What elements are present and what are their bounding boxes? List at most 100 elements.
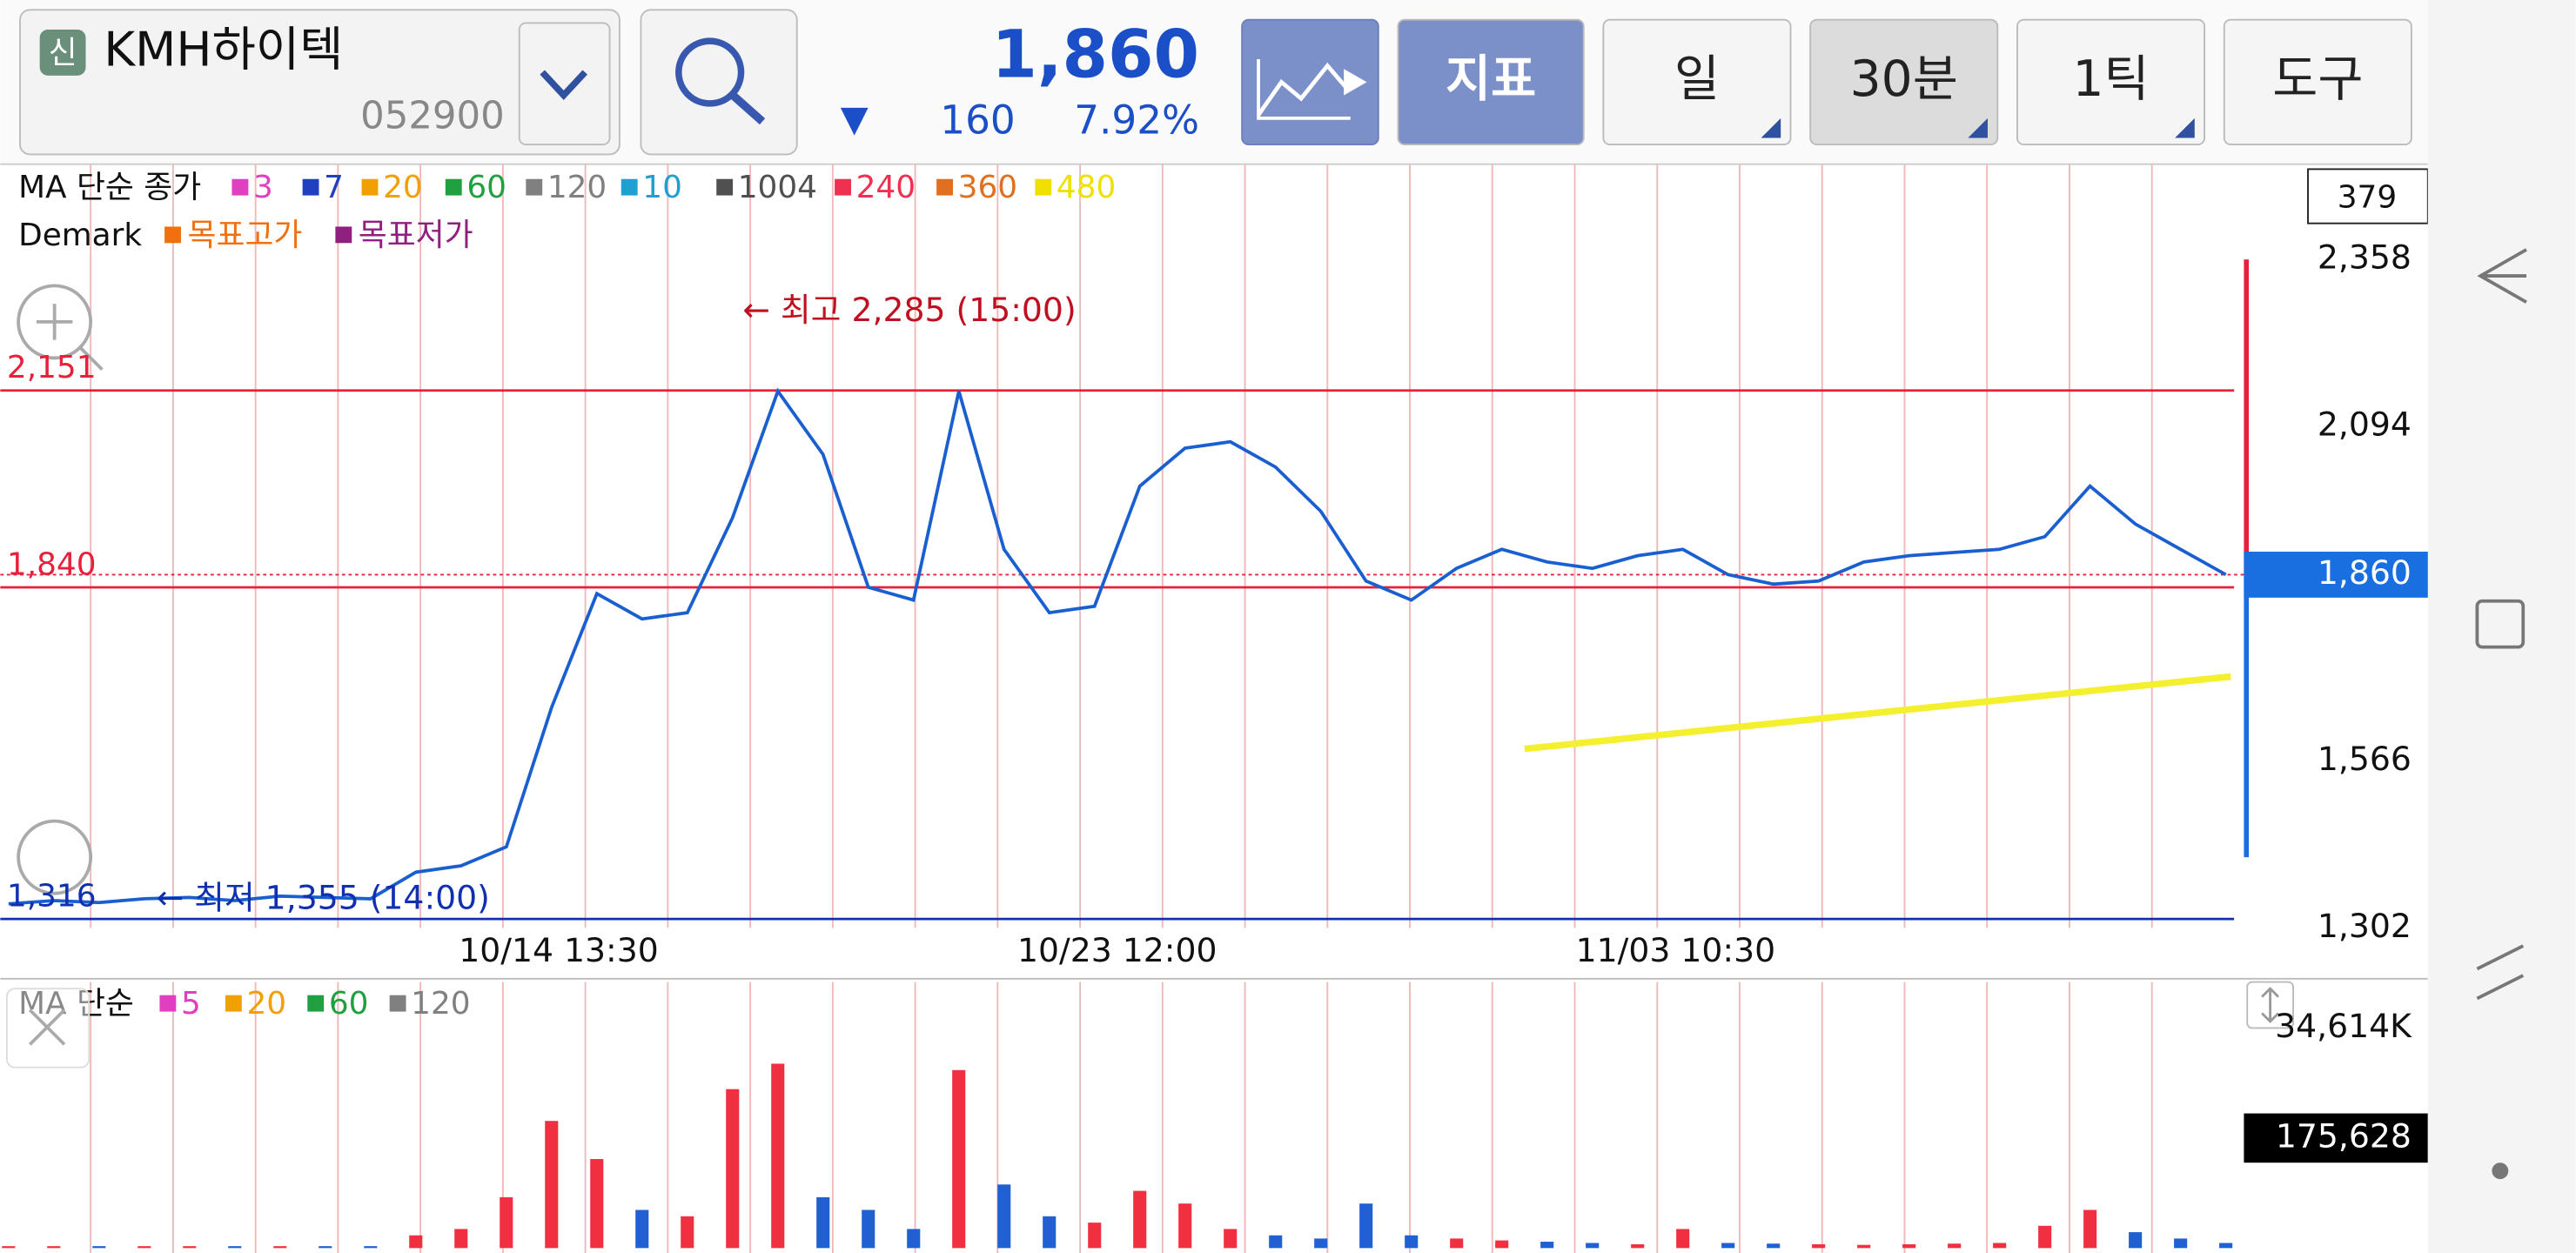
volume-bar [454,1229,468,1249]
plot [0,387,2244,1249]
current-box [2244,552,2428,598]
legend-item: 60 [466,170,506,205]
legend-swatch [621,178,638,196]
volume-bar [1857,1244,1871,1249]
legend-swatch [361,178,379,196]
volume-bar [47,1246,61,1249]
volume-bar [2,1246,16,1249]
badge-bg [39,29,86,76]
resize-icon [2261,987,2280,1023]
legend-swatch [835,178,851,196]
volume-bar [1314,1238,1328,1249]
change-arrow: ▼ [841,97,869,140]
legend-item: 480 [1057,170,1116,205]
volume-bar [2174,1238,2188,1249]
search-icon [729,91,766,125]
button-label: 도구 [2272,50,2363,108]
volume-bar [319,1246,332,1249]
chart-icon [1257,58,1351,120]
legend-swatch [302,178,319,196]
search-icon [675,37,745,107]
volume-bar [1767,1243,1781,1249]
legend-swatch [307,995,325,1012]
volume-bar [590,1159,604,1249]
close-icon [29,1008,66,1046]
legend-swatch [225,995,242,1012]
change-pct: 7.92% [1074,97,1199,144]
level-label: 1,840 [7,546,97,582]
legend-swatch [335,226,352,244]
chart-icon [1344,69,1367,96]
home-dot[interactable] [2492,1163,2509,1180]
change: 160 [940,97,1015,144]
range-bar [2244,574,2250,858]
volume-bar [862,1209,875,1249]
toolbar-button[interactable] [2223,18,2412,146]
dropdown[interactable] [518,22,611,146]
level-label: 1,316 [7,879,97,915]
price-line [8,387,2227,906]
volume-bar [771,1063,785,1249]
volume-bar [1586,1243,1600,1249]
y-tick-label: 2,094 [2318,405,2412,444]
recent-button[interactable] [2475,599,2526,649]
legend-swatch [526,178,543,196]
legend-item: 20 [383,170,423,205]
toolbar-button[interactable] [1809,18,1999,146]
legend-item: 120 [411,986,470,1022]
toolbar-button[interactable] [2016,18,2206,146]
legend-item: 10 [642,170,682,205]
legend-item: 1004 [738,170,817,205]
legend-swatch [389,995,406,1012]
volume-bar [1812,1243,1826,1249]
volume-bar [681,1216,694,1249]
toolbar-button[interactable] [1397,18,1585,146]
volume-bar [1540,1242,1554,1249]
volume-bar [545,1121,559,1249]
toolbar-buttons: 지표 일 30분 1틱 도구 [1397,18,2412,146]
legend-swatch [164,226,181,244]
nav-icon[interactable] [2476,944,2525,1001]
legend-swatch [716,178,734,196]
volume-bar [228,1246,242,1249]
toolbar-button[interactable] [1602,18,1792,146]
volume-bar [907,1229,921,1249]
volume-bar [1224,1229,1238,1249]
volume-bar [1948,1243,1962,1249]
legend-item: 목표저가 [359,218,473,253]
volume-bar [1133,1190,1147,1249]
chart-type-button[interactable] [1241,18,1379,146]
volume-bar [1993,1243,2007,1249]
legend-item: 120 [547,170,607,205]
stock-selector[interactable] [19,9,621,156]
volume-bar [997,1184,1011,1249]
volume-bar [2038,1225,2052,1249]
volume-bar [2219,1243,2233,1249]
legend-item: 목표고가 [188,218,303,253]
volume-box [2244,1113,2428,1163]
legend-swatch [1035,178,1052,196]
current-volume: 175,628 [2276,1116,2412,1155]
y-tick-label: 2,358 [2318,238,2412,277]
button-label: 일 [1674,50,1720,108]
volume-bar [409,1235,423,1249]
volume-bar [1676,1229,1690,1249]
range-bar [2244,259,2250,575]
legend-title: MA 단순 종가 [18,170,201,205]
search-button[interactable] [640,9,798,156]
legend-item: 7 [324,170,344,205]
legend-item: 20 [246,986,286,1022]
nav-bar [2427,0,2576,1253]
volume-bar [2083,1209,2097,1249]
volume-bar [1902,1243,1916,1249]
zoom-out[interactable] [17,819,93,895]
high-note: ← 최고 2,285 (15:00) [742,291,1076,329]
legend-item: 360 [958,170,1017,205]
volume-bar [816,1196,830,1249]
legend-item: 240 [856,170,916,205]
back-button[interactable] [2477,248,2527,304]
count-box [2307,168,2429,224]
legend-title: Demark [18,218,142,253]
count: 379 [2338,179,2397,215]
